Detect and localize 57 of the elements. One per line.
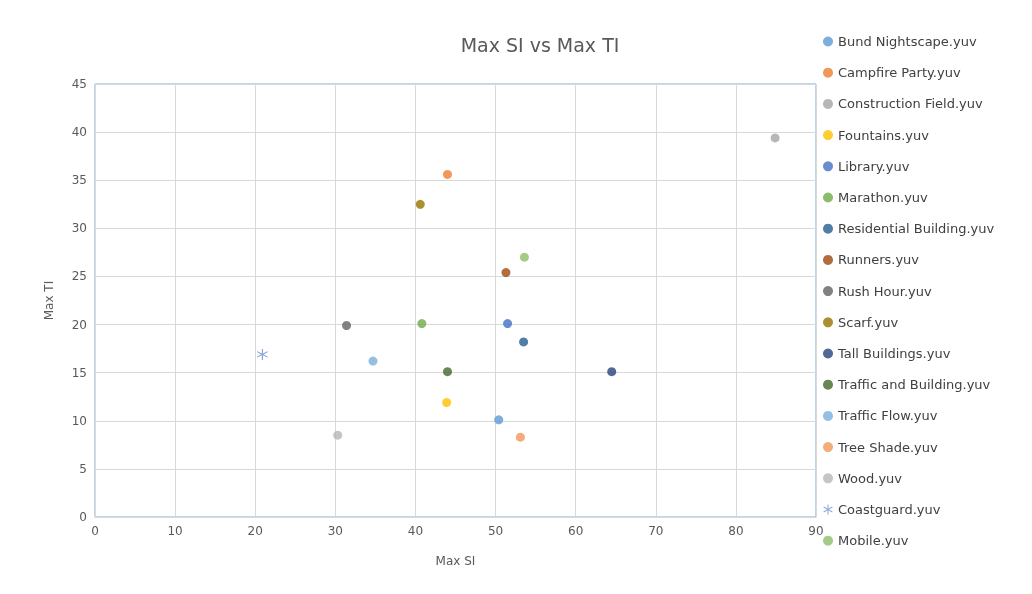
- legend-label: Coastguard.yuv: [838, 502, 941, 517]
- x-tick-label: 50: [487, 524, 504, 538]
- point: [443, 367, 452, 377]
- point: [770, 133, 780, 143]
- legend-label: Library.yuv: [838, 158, 910, 174]
- y-tick-label: 10: [71, 413, 87, 428]
- x-tick-label: 0: [91, 524, 99, 538]
- point: [417, 319, 427, 329]
- legend-label: Fountains.yuv: [838, 127, 930, 143]
- y-axis-title: Max TI: [42, 280, 56, 321]
- point: [607, 367, 617, 377]
- point: [519, 337, 529, 347]
- point: [256, 348, 268, 360]
- x-tick-label: 60: [568, 524, 584, 538]
- x-tick-label: 10: [167, 524, 183, 538]
- x-tick-label: 80: [728, 524, 744, 538]
- point: [342, 321, 352, 331]
- x-tick-label: 90: [808, 524, 824, 538]
- point: [442, 398, 452, 407]
- y-tick-label: 5: [79, 461, 87, 476]
- x-tick-label: 20: [247, 524, 263, 538]
- point: [503, 319, 513, 329]
- y-tick-label: 0: [79, 510, 87, 524]
- legend-label: Traffic Flow.yuv: [837, 408, 938, 424]
- y-tick-label: 35: [71, 173, 87, 188]
- legend-label: Marathon.yuv: [838, 190, 929, 205]
- y-tick-label: 40: [71, 125, 87, 140]
- point: [494, 415, 504, 425]
- y-tick-label: 25: [71, 269, 87, 284]
- y-tick-label: 15: [71, 365, 87, 380]
- x-tick-label: 70: [648, 524, 664, 538]
- point: [333, 430, 343, 440]
- y-tick-label: 20: [71, 317, 87, 332]
- legend-label: Residential Building.yuv: [838, 221, 995, 237]
- legend-label: Bund Nightscape.yuv: [838, 34, 977, 49]
- legend-label: Campfire Party.yuv: [838, 65, 961, 81]
- x-axis-title: Max SI: [435, 554, 476, 568]
- x-tick-label: 30: [327, 524, 343, 538]
- legend-label: Rush Hour.yuv: [838, 283, 933, 299]
- legend-label: Scarf.yuv: [838, 314, 899, 330]
- legend-label: Construction Field.yuv: [838, 96, 983, 112]
- point: [415, 199, 425, 209]
- legend-label: Runners.yuv: [838, 252, 920, 268]
- point: [368, 356, 378, 366]
- legend-label: Wood.yuv: [838, 470, 903, 486]
- point: [519, 252, 529, 262]
- x-tick-label: 40: [407, 524, 424, 538]
- point: [515, 432, 525, 442]
- chart-title: Max SI vs Max TI: [460, 33, 620, 56]
- point: [443, 169, 452, 179]
- legend-label: Mobile.yuv: [838, 533, 909, 549]
- legend-label: Tree Shade.yuv: [837, 439, 938, 455]
- y-tick-label: 45: [71, 77, 87, 91]
- legend-label: Traffic and Building.yuv: [837, 377, 991, 393]
- point: [501, 268, 511, 278]
- legend-label: Tall Buildings.yuv: [837, 346, 951, 361]
- y-tick-label: 30: [71, 221, 87, 236]
